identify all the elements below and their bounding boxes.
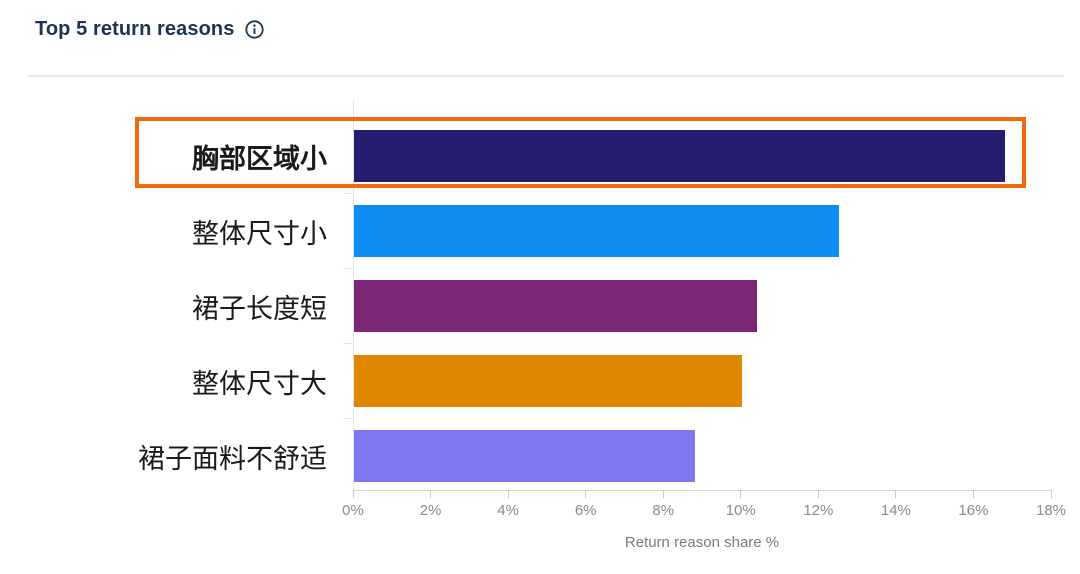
x-tick-label: 16%	[958, 502, 989, 519]
x-axis-line	[353, 490, 1051, 491]
category-tick-mark	[343, 343, 353, 344]
x-tick-label: 6%	[574, 502, 597, 519]
x-axis-tick: 14%	[864, 490, 928, 519]
info-icon[interactable]	[244, 19, 264, 39]
x-axis-tick: 10%	[709, 490, 773, 519]
x-tick-label: 14%	[880, 502, 911, 519]
bar[interactable]	[354, 130, 1006, 182]
category-tick-mark	[343, 418, 353, 419]
x-tick-label: 2%	[419, 502, 442, 519]
x-axis-tick: 8%	[631, 490, 695, 519]
x-tick-label: 12%	[803, 502, 834, 519]
tick-mark	[972, 490, 974, 498]
chart-title: Top 5 return reasons	[35, 17, 235, 40]
x-tick-label: 8%	[652, 502, 675, 519]
x-axis-tick: 2%	[399, 490, 463, 519]
x-tick-label: 10%	[725, 502, 756, 519]
tick-mark	[585, 490, 587, 498]
tick-mark	[1050, 490, 1052, 498]
bar[interactable]	[354, 280, 758, 332]
tick-mark	[430, 490, 432, 498]
plot-area: 0% 2% 4% 6% 8% 10% 12% 14% 16% 18% Retur…	[342, 0, 1066, 574]
bar[interactable]	[354, 205, 839, 257]
tick-mark	[817, 490, 819, 498]
x-axis-tick: 12%	[786, 490, 850, 519]
x-axis-label: Return reason share %	[624, 534, 780, 551]
category-tick-mark	[343, 193, 353, 194]
tick-mark	[507, 490, 509, 498]
divider	[28, 75, 1064, 77]
x-tick-label: 18%	[1035, 502, 1067, 519]
x-axis-tick: 0%	[321, 490, 385, 519]
chart-header: Top 5 return reasons	[35, 12, 264, 46]
x-axis-tick: 16%	[941, 490, 1005, 519]
y-axis-line	[353, 100, 354, 490]
category-label: 胸部区域小	[192, 143, 327, 174]
category-label: 整体尺寸大	[192, 368, 327, 399]
tick-mark	[740, 490, 742, 498]
tick-mark	[352, 490, 354, 498]
bar[interactable]	[354, 355, 742, 407]
x-tick-label: 4%	[497, 502, 519, 519]
category-tick-mark	[343, 268, 353, 269]
bar[interactable]	[354, 430, 696, 482]
tick-mark	[662, 490, 664, 498]
x-axis-tick: 18%	[1019, 490, 1080, 519]
x-axis-tick: 6%	[554, 490, 618, 519]
tick-mark	[895, 490, 897, 498]
category-label: 裙子面料不舒适	[138, 443, 327, 474]
x-axis-tick: 4%	[476, 490, 540, 519]
category-label: 裙子长度短	[192, 293, 327, 324]
category-label: 整体尺寸小	[192, 218, 327, 249]
x-tick-label: 0%	[342, 502, 364, 519]
